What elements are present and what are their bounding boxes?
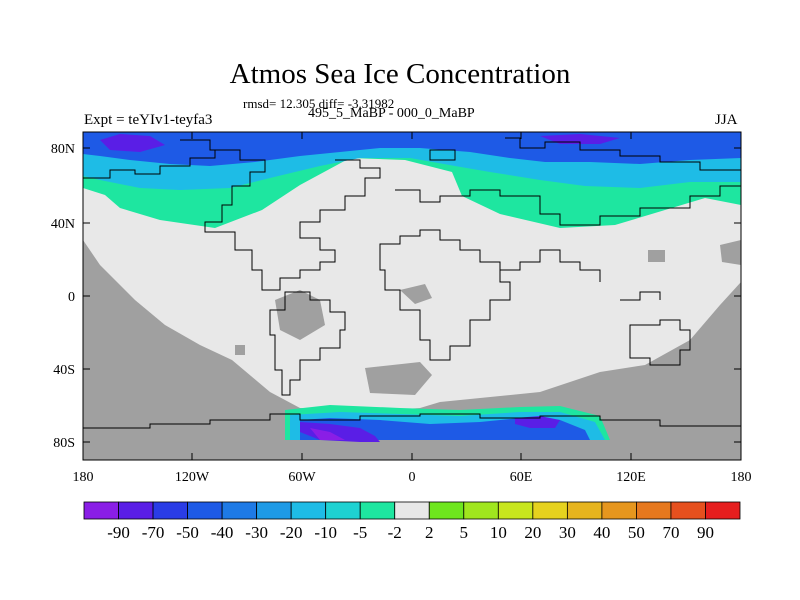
colorbar-label: 5 [460, 523, 469, 542]
no-data-region [400, 284, 432, 304]
map-axes: 180 120W 60W 0 60E 120E 180 80N 40N 0 40S 80S [51, 132, 752, 485]
colorbar-label: 20 [524, 523, 541, 542]
colorbar-label: -10 [314, 523, 337, 542]
coastline [379, 229, 511, 361]
lon-tick-label: 180 [73, 470, 94, 485]
colorbar-swatch [290, 501, 327, 520]
no-data-region [648, 250, 665, 262]
colorbar-label: -5 [353, 523, 367, 542]
season-label: JJA [715, 112, 738, 128]
lon-tick-label: 60W [288, 470, 316, 485]
colorbar-swatch [83, 501, 119, 520]
colorbar-swatch [497, 501, 534, 520]
lon-tick-label: 0 [409, 470, 416, 485]
colorbar-swatch [601, 501, 637, 520]
colorbar-label: 40 [593, 523, 610, 542]
colorbar-label: 90 [697, 523, 714, 542]
colorbar-swatch [325, 501, 361, 520]
antarctic-ice-anomaly [515, 416, 560, 428]
colorbar-swatch [221, 501, 258, 520]
lon-tick-label: 120W [175, 470, 210, 485]
colorbar-label: -20 [280, 523, 303, 542]
coastline [395, 185, 741, 226]
colorbar: -90 -70 -50 -40 -30 -20 -10 -5 -2 2 5 10 20 30 40 50 70 9… [83, 501, 741, 542]
colorbar-swatch [359, 501, 396, 520]
colorbar-label: -40 [211, 523, 234, 542]
antarctic-ice-anomaly [310, 428, 345, 440]
colorbar-swatch [394, 501, 430, 520]
plot-title: Atmos Sea Ice Concentration [229, 58, 571, 90]
lat-tick-label: 0 [68, 290, 75, 305]
coastline [83, 413, 741, 429]
coastline [505, 137, 741, 171]
no-data-region [235, 345, 245, 355]
colorbar-label: 2 [425, 523, 434, 542]
colorbar-swatch [532, 501, 568, 520]
colorbar-swatch [670, 501, 706, 520]
colorbar-swatch [428, 501, 465, 520]
coastline [629, 319, 691, 366]
coastline [620, 291, 661, 301]
colorbar-label: 10 [490, 523, 507, 542]
colorbar-swatch [187, 501, 223, 520]
stats-line: rmsd= 12.305 diff= -3.31982 [243, 96, 395, 111]
colorbar-swatch [118, 501, 154, 520]
colorbar-label: 70 [662, 523, 679, 542]
colorbar-label: -90 [107, 523, 130, 542]
colorbar-swatch [152, 501, 188, 520]
colorbar-label: -50 [176, 523, 199, 542]
colorbar-swatch [566, 501, 603, 520]
lat-tick-label: 80S [53, 436, 75, 451]
arctic-ice-anomaly [100, 134, 165, 152]
no-data-region [720, 240, 741, 265]
colorbar-label: 30 [559, 523, 576, 542]
colorbar-label: -2 [388, 523, 402, 542]
colorbar-swatch [463, 501, 499, 520]
no-data-region [83, 240, 741, 460]
coastline [429, 149, 456, 161]
lon-tick-label: 180 [731, 470, 752, 485]
lon-tick-label: 120E [616, 470, 646, 485]
map-panel [82, 131, 742, 461]
no-data-region [275, 290, 325, 340]
coastline [500, 249, 601, 282]
no-data-region [365, 362, 432, 395]
colorbar-swatch [256, 501, 292, 520]
colorbar-swatch [636, 501, 672, 520]
colorbar-label: -70 [142, 523, 165, 542]
colorbar-label: -30 [245, 523, 268, 542]
lat-tick-label: 80N [51, 142, 75, 157]
coastline [180, 139, 240, 151]
period-comparison: 495_5_MaBP - 000_0_MaBP [308, 106, 475, 121]
colorbar-label: 50 [628, 523, 645, 542]
colorbar-swatch [705, 501, 741, 520]
lon-tick-label: 60E [510, 470, 533, 485]
lat-tick-label: 40S [53, 363, 75, 378]
no-data-region [140, 318, 152, 328]
lat-tick-label: 40N [51, 217, 75, 232]
coastline [269, 291, 346, 396]
experiment-label: Expt = teYIv1-teyfa3 [84, 112, 213, 128]
coastline [83, 149, 381, 291]
